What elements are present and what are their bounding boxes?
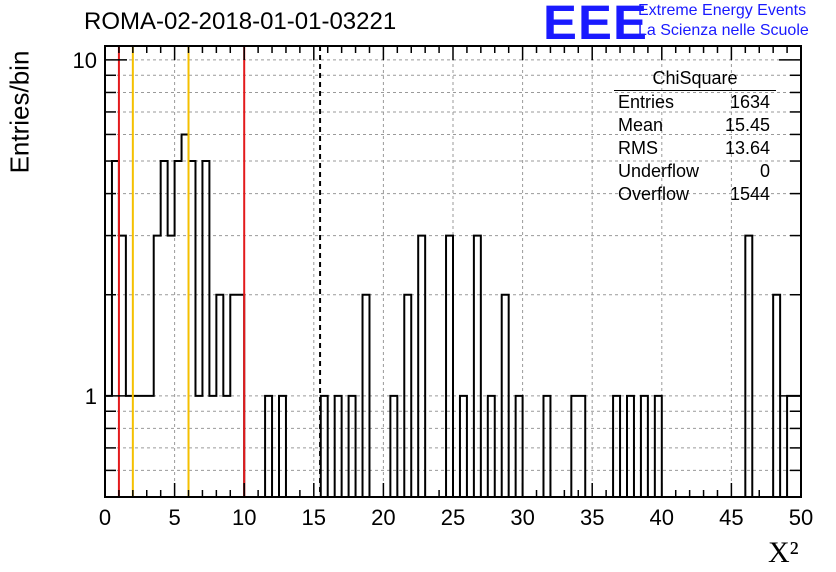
chart-title: ROMA-02-2018-01-01-03221 <box>84 8 397 35</box>
histogram-bin <box>182 134 189 497</box>
stats-value: 15.45 <box>724 115 770 135</box>
histogram-bin <box>161 161 168 497</box>
stats-label: Underflow <box>618 161 700 181</box>
histogram-bin <box>175 161 182 497</box>
eee-logo: EEE <box>543 0 648 50</box>
x-tick-label: 40 <box>650 505 674 530</box>
x-tick-label: 10 <box>232 505 256 530</box>
stats-label: Entries <box>618 92 675 112</box>
stats-value: 13.64 <box>724 138 770 158</box>
stats-value: 0 <box>759 161 770 181</box>
y-tick-label: 1 <box>85 384 97 409</box>
histogram-bin <box>154 236 161 497</box>
x-tick-label: 25 <box>441 505 465 530</box>
x-tick-label: 20 <box>371 505 395 530</box>
x-tick-label: 50 <box>789 505 813 530</box>
histogram-bin <box>446 236 453 497</box>
histogram-bin <box>202 161 209 497</box>
histogram-bin <box>112 161 119 497</box>
stats-row-mean: Mean 15.45 <box>614 114 776 137</box>
x-tick-label: 45 <box>719 505 743 530</box>
x-tick-label: 5 <box>168 505 180 530</box>
stats-box: ChiSquare Entries 1634 Mean 15.45 RMS 13… <box>614 68 776 206</box>
stats-label: Overflow <box>618 184 690 204</box>
histogram-bin <box>119 236 126 497</box>
histogram-bin <box>474 236 481 497</box>
stats-row-underflow: Underflow 0 <box>614 160 776 183</box>
histogram-bin <box>745 236 752 497</box>
histogram-bin <box>418 236 425 497</box>
logo-line-1: Extreme Energy Events <box>638 2 807 19</box>
stats-value: 1544 <box>729 184 770 204</box>
y-axis-label: Entries/bin <box>4 50 35 174</box>
histogram-bin <box>168 236 175 497</box>
x-tick-label: 15 <box>302 505 326 530</box>
stats-label: RMS <box>618 138 658 158</box>
logo-line-2: La Scienza nelle Scuole <box>638 22 809 39</box>
y-tick-label: 10 <box>73 48 97 73</box>
histogram-bin <box>189 161 196 497</box>
stats-row-entries: Entries 1634 <box>614 91 776 114</box>
stats-row-rms: RMS 13.64 <box>614 137 776 160</box>
stats-title: ChiSquare <box>614 68 776 91</box>
stats-label: Mean <box>618 115 664 135</box>
stats-row-overflow: Overflow 1544 <box>614 183 776 206</box>
stats-value: 1634 <box>729 92 770 112</box>
x-tick-label: 35 <box>580 505 604 530</box>
x-tick-label: 0 <box>99 505 111 530</box>
reference-lines-layer <box>117 46 322 497</box>
x-axis-label: X² <box>768 536 799 569</box>
axis-layer: 0 5 10 15 20 25 30 35 40 45 50 1 10 <box>73 45 813 530</box>
x-tick-label: 30 <box>510 505 534 530</box>
